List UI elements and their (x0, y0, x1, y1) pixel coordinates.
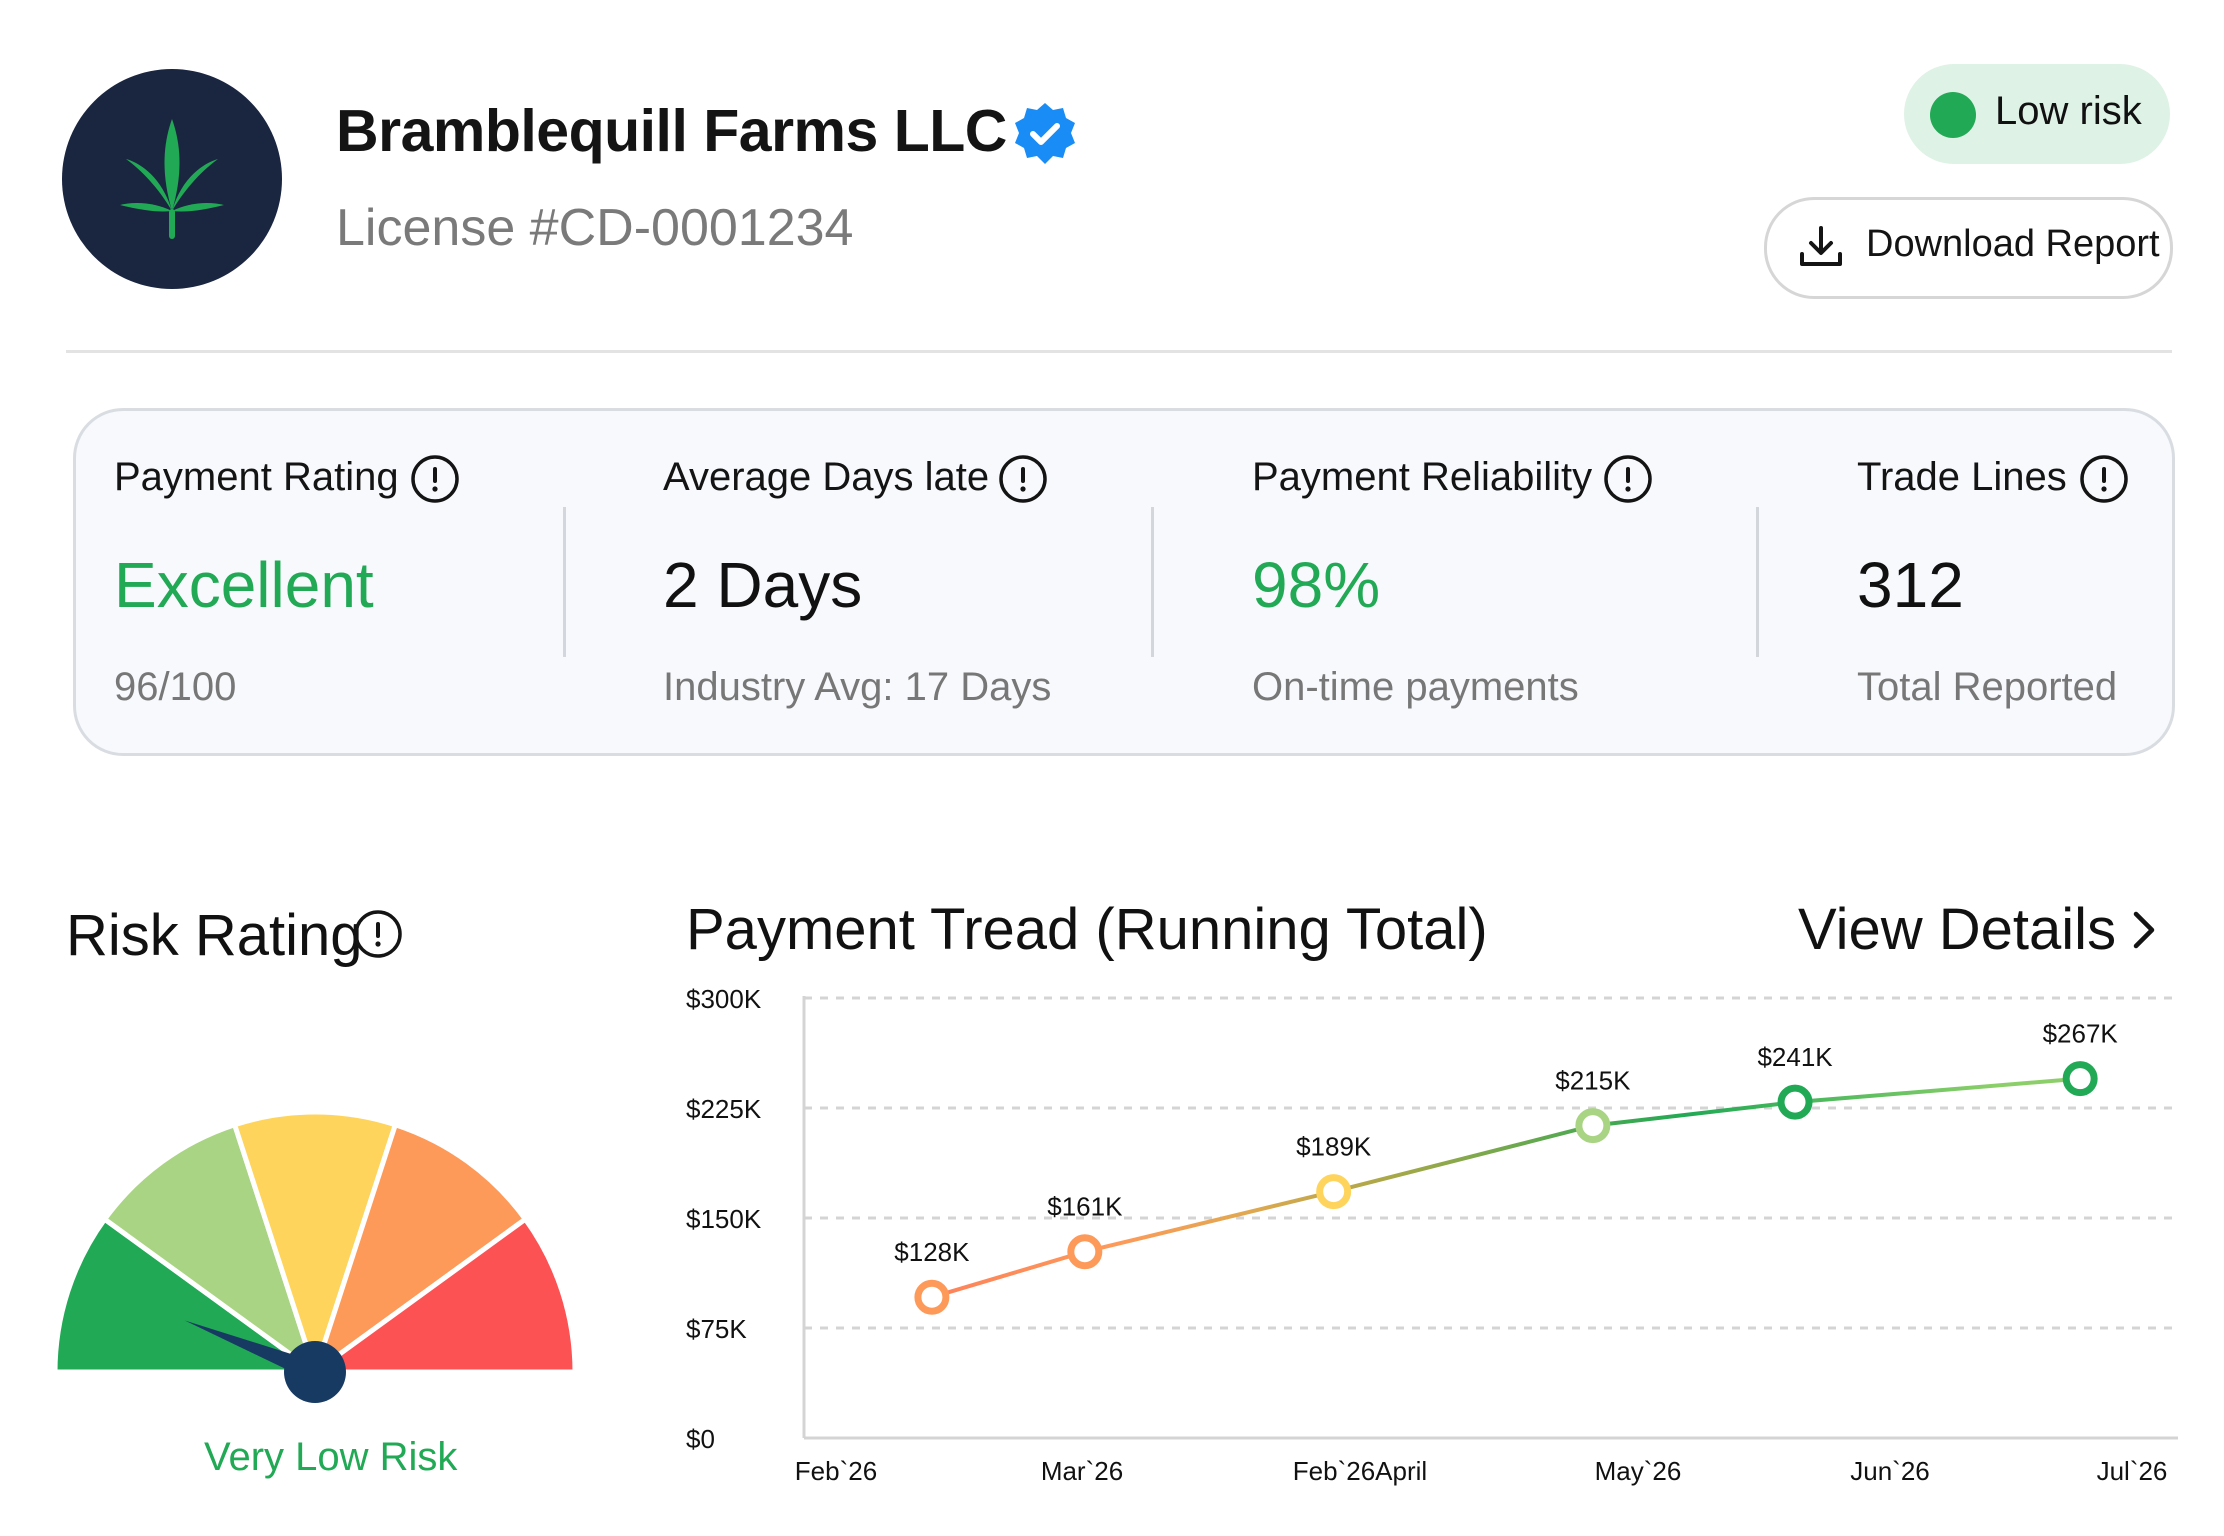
data-point[interactable] (2062, 1061, 2098, 1097)
x-tick-label: Feb`26April (1293, 1456, 1427, 1486)
stat-value-average-days-late: 2 Days (663, 549, 863, 621)
header-divider (66, 350, 2172, 353)
gauge-segment-high (312, 1122, 528, 1375)
stat-label-average-days-late: Average Days late (663, 455, 990, 499)
chevron-right-icon[interactable] (2124, 902, 2164, 958)
data-point[interactable] (1067, 1234, 1103, 1270)
y-tick-label: $300K (686, 984, 762, 1014)
x-tick-label: Feb`26 (795, 1456, 877, 1486)
payment-trend-title: Payment Tread (Running Total) (686, 897, 1488, 962)
stat-sub-payment-reliability: On-time payments (1252, 665, 1579, 709)
trend-line (931, 1076, 2081, 1300)
y-tick-label: $150K (686, 1204, 762, 1234)
data-label: $241K (1757, 1042, 1833, 1072)
info-icon[interactable] (998, 454, 1048, 504)
data-point[interactable] (1575, 1108, 1611, 1144)
data-label: $189K (1296, 1132, 1372, 1162)
gauge-hub (284, 1341, 346, 1403)
data-label: $215K (1555, 1066, 1631, 1096)
gauge-segment-very-low (52, 1216, 318, 1375)
x-tick-label: Jul`26 (2097, 1456, 2168, 1486)
info-icon[interactable] (2079, 454, 2129, 504)
risk-level-label: Very Low Risk (204, 1435, 458, 1479)
gauge-segment-low (102, 1122, 318, 1375)
stat-label-payment-rating: Payment Rating (114, 455, 399, 499)
risk-badge-label: Low risk (1995, 89, 2142, 133)
gauge-segment-medium (232, 1109, 398, 1375)
download-icon[interactable] (1796, 222, 1846, 272)
payment-trend-chart: $0 $75K $150K $225K $300K Feb`26 Mar`26 Feb`26A… (686, 984, 2178, 1486)
cannabis-leaf-icon (120, 119, 224, 239)
data-label: $267K (2043, 1019, 2119, 1049)
stat-label-trade-lines: Trade Lines (1857, 455, 2067, 499)
company-avatar (62, 69, 282, 289)
license-number: License #CD-0001234 (336, 199, 854, 257)
stat-value-trade-lines: 312 (1857, 549, 1964, 621)
info-icon[interactable] (353, 909, 403, 959)
data-label: $128K (894, 1237, 970, 1267)
stat-sub-trade-lines: Total Reported (1857, 665, 2118, 709)
y-tick-label: $225K (686, 1094, 762, 1124)
x-tick-label: Mar`26 (1041, 1456, 1123, 1486)
stat-value-payment-reliability: 98% (1252, 549, 1381, 621)
stat-value-payment-rating: Excellent (114, 549, 374, 621)
x-tick-label: Jun`26 (1850, 1456, 1930, 1486)
y-tick-label: $75K (686, 1314, 747, 1344)
company-name: Bramblequill Farms LLC (336, 98, 1007, 164)
y-tick-label: $0 (686, 1424, 715, 1454)
x-tick-label: May`26 (1595, 1456, 1682, 1486)
verified-badge-icon (1012, 101, 1078, 167)
data-point[interactable] (1777, 1084, 1813, 1120)
stat-sub-payment-rating: 96/100 (114, 665, 237, 709)
info-icon[interactable] (410, 454, 460, 504)
data-point[interactable] (1316, 1174, 1352, 1210)
data-point[interactable] (914, 1279, 950, 1315)
status-dot-icon (1930, 92, 1976, 138)
risk-rating-title: Risk Rating (66, 903, 363, 968)
stat-divider (563, 507, 566, 657)
stat-divider (1151, 507, 1154, 657)
stat-sub-average-days-late: Industry Avg: 17 Days (663, 665, 1052, 709)
risk-gauge (52, 1109, 578, 1403)
download-report-button[interactable] (1764, 197, 2173, 299)
gauge-segment-very-high (312, 1216, 578, 1375)
info-icon[interactable] (1603, 454, 1653, 504)
download-report-label[interactable]: Download Report (1866, 223, 2160, 265)
stats-card (73, 408, 2175, 756)
stat-divider (1756, 507, 1759, 657)
view-details-link[interactable]: View Details (1798, 897, 2117, 962)
data-label: $161K (1047, 1192, 1123, 1222)
stat-label-payment-reliability: Payment Reliability (1252, 455, 1593, 499)
